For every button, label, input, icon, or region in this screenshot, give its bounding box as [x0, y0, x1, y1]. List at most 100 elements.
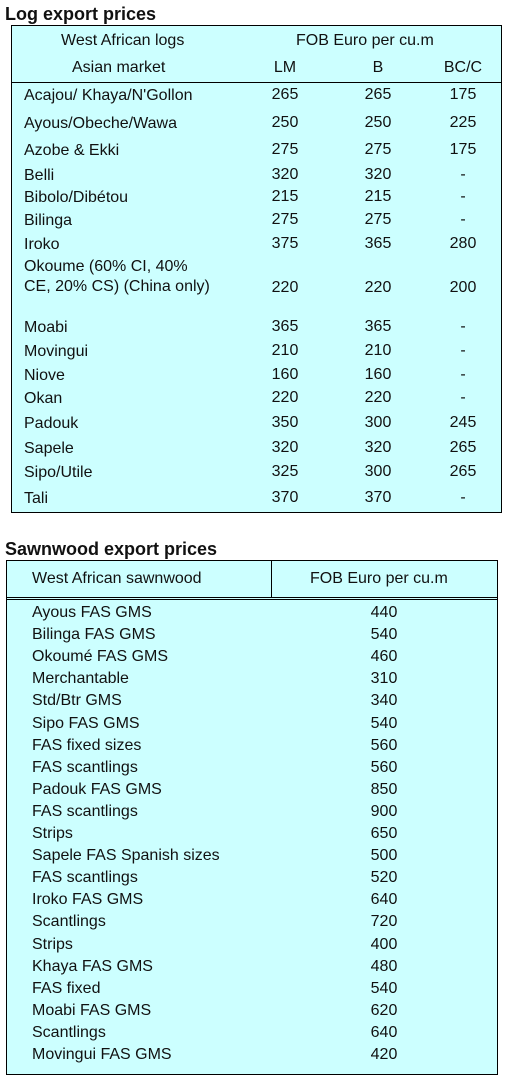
- log-row-name: Moabi: [24, 319, 68, 336]
- sawnwood-row: Ayous FAS GMS 440: [7, 604, 497, 626]
- sawnwood-section-title: Sawnwood export prices: [5, 539, 218, 559]
- log-row-b-value: 320: [364, 439, 392, 456]
- log-row-name: Sapele: [24, 440, 74, 457]
- log-row-bc-value: 265: [449, 463, 477, 480]
- sawnwood-row-price: 850: [370, 781, 398, 798]
- sawnwood-row: Padouk FAS GMS 850: [7, 781, 497, 803]
- sawnwood-row: Strips 400: [7, 936, 497, 958]
- sawnwood-row: Sapele FAS Spanish sizes 500: [7, 847, 497, 869]
- sawnwood-row-name: Movingui FAS GMS: [32, 1046, 172, 1063]
- log-row-b-value: 265: [364, 86, 392, 103]
- log-row-bc-value: -: [460, 366, 466, 383]
- log-row-bc-value: -: [460, 318, 466, 335]
- log-row-lm-value: 370: [271, 489, 299, 506]
- log-row-lm-value: 320: [271, 166, 299, 183]
- log-row-bc-value: 245: [449, 414, 477, 431]
- log-row-name: Bilinga: [24, 212, 73, 229]
- sawnwood-header: West African sawnwood FOB Euro per cu.m: [7, 561, 497, 598]
- log-row-bc-value: 280: [449, 235, 477, 252]
- sawnwood-row-name: Merchantable: [32, 670, 129, 687]
- log-row-lm-value: 250: [271, 114, 299, 131]
- sawnwood-row: Merchantable 310: [7, 670, 497, 692]
- log-row-lm-value: 320: [271, 439, 299, 456]
- log-row-name: Padouk: [24, 415, 79, 432]
- log-row-name: Iroko: [24, 236, 60, 253]
- log-row-b-value: 275: [364, 141, 392, 158]
- sawnwood-row: Moabi FAS GMS 620: [7, 1002, 497, 1024]
- sawnwood-row-price: 650: [370, 825, 398, 842]
- log-row-name: Sipo/Utile: [24, 464, 93, 481]
- sawnwood-row: Khaya FAS GMS 480: [7, 958, 497, 980]
- sawnwood-row-price: 340: [370, 692, 398, 709]
- log-row-b-value: 250: [364, 114, 392, 131]
- sawnwood-row-price: 460: [370, 648, 398, 665]
- log-row-bc-value: -: [460, 489, 466, 506]
- log-row-bc-value: -: [460, 211, 466, 228]
- sawnwood-row: Scantlings 720: [7, 913, 497, 935]
- log-row-lm-value: 210: [271, 342, 299, 359]
- log-row-name: Movingui: [24, 343, 89, 360]
- log-row-name: Bibolo/Dibétou: [24, 189, 129, 206]
- log-col-header-b: B: [372, 59, 384, 76]
- sawnwood-col-header-price: FOB Euro per cu.m: [310, 570, 448, 587]
- log-row-lm-value: 365: [271, 318, 299, 335]
- sawnwood-row: Bilinga FAS GMS 540: [7, 626, 497, 648]
- sawnwood-row: FAS scantlings 560: [7, 759, 497, 781]
- log-row-lm-value: 215: [271, 188, 299, 205]
- sawnwood-row-name: Ayous FAS GMS: [32, 604, 152, 621]
- sawnwood-row-price: 540: [370, 980, 398, 997]
- sawnwood-row-price: 640: [370, 1024, 398, 1041]
- log-row-lm-value: 350: [271, 414, 299, 431]
- sawnwood-row-name: Bilinga FAS GMS: [32, 626, 156, 643]
- sawnwood-row: Std/Btr GMS 340: [7, 692, 497, 714]
- sawnwood-row-name: FAS fixed sizes: [32, 737, 142, 754]
- sawnwood-row-name: Sapele FAS Spanish sizes: [32, 847, 220, 864]
- log-col-header-lm: LM: [273, 59, 297, 76]
- sawnwood-row-price: 520: [370, 869, 398, 886]
- log-prices-table: West African logs FOB Euro per cu.m Asia…: [11, 25, 502, 513]
- log-row-bc-value: 175: [449, 141, 477, 158]
- sawnwood-row-name: FAS scantlings: [32, 759, 138, 776]
- sawnwood-col-header-name: West African sawnwood: [32, 570, 202, 587]
- sawnwood-row: Iroko FAS GMS 640: [7, 891, 497, 913]
- log-row-bc-value: -: [460, 342, 466, 359]
- log-row-name: Okoume (60% CI, 40% CE, 20% CS) (China o…: [24, 258, 210, 295]
- sawnwood-header-divider: [271, 561, 272, 597]
- log-row-lm-value: 275: [271, 141, 299, 158]
- log-row-b-value: 160: [364, 366, 392, 383]
- sawnwood-row-name: FAS scantlings: [32, 803, 138, 820]
- log-row-b-value: 215: [364, 188, 392, 205]
- sawnwood-row-name: Sipo FAS GMS: [32, 715, 140, 732]
- sawnwood-row-name: Padouk FAS GMS: [32, 781, 162, 798]
- sawnwood-row-name: Scantlings: [32, 1024, 106, 1041]
- sawnwood-row-price: 480: [370, 958, 398, 975]
- sawnwood-row-price: 500: [370, 847, 398, 864]
- log-row-lm-value: 220: [271, 279, 299, 296]
- log-row-b-value: 365: [364, 318, 392, 335]
- log-row-name: Okan: [24, 390, 63, 407]
- log-row-lm-value: 275: [271, 211, 299, 228]
- sawnwood-row: Scantlings 640: [7, 1024, 497, 1046]
- sawnwood-row: FAS scantlings 520: [7, 869, 497, 891]
- log-row-bc-value: 265: [449, 439, 477, 456]
- log-row-bc-value: -: [460, 188, 466, 205]
- log-row-lm-value: 220: [271, 389, 299, 406]
- sawnwood-row-price: 440: [370, 604, 398, 621]
- sawnwood-header-underline: [7, 599, 497, 600]
- sawnwood-row-name: Std/Btr GMS: [32, 692, 122, 709]
- sawnwood-row-price: 560: [370, 759, 398, 776]
- log-col-header-line1: West African logs: [61, 32, 185, 49]
- sawnwood-row-name: Okoumé FAS GMS: [32, 648, 169, 665]
- log-row-bc-value: -: [460, 166, 466, 183]
- log-row-name: Acajou/ Khaya/N'Gollon: [24, 87, 193, 104]
- sawnwood-row-name: Khaya FAS GMS: [32, 958, 153, 975]
- log-row-bc-value: 175: [449, 86, 477, 103]
- sawnwood-row-price: 310: [370, 670, 398, 687]
- sawnwood-row-name: Strips: [32, 825, 73, 842]
- sawnwood-row: FAS fixed sizes 560: [7, 737, 497, 759]
- sawnwood-row: FAS fixed 540: [7, 980, 497, 1002]
- log-row-bc-value: -: [460, 389, 466, 406]
- log-row-name: Ayous/Obeche/Wawa: [24, 115, 177, 132]
- sawnwood-row: FAS scantlings 900: [7, 803, 497, 825]
- sawnwood-row-price: 620: [370, 1002, 398, 1019]
